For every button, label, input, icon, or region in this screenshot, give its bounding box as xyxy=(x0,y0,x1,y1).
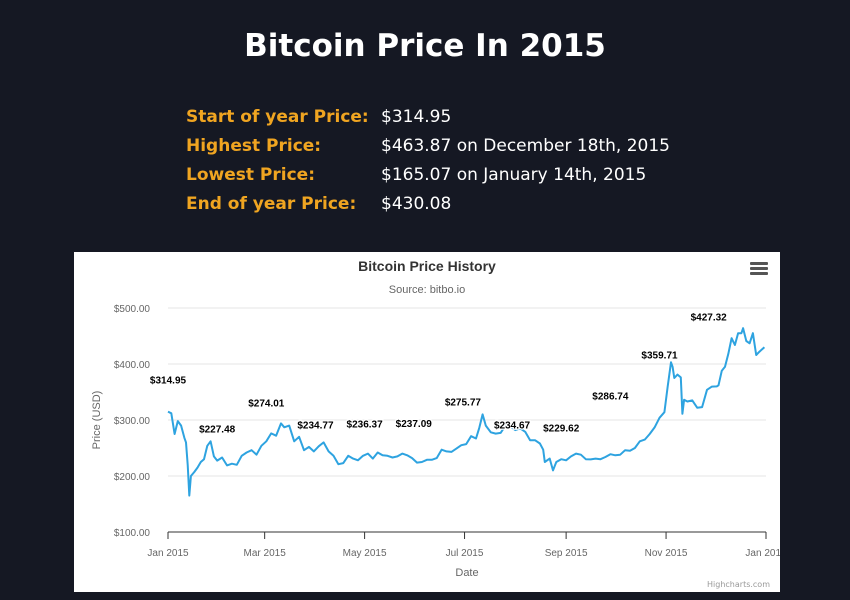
page-title: Bitcoin Price In 2015 xyxy=(244,28,606,64)
x-tick-label: May 2015 xyxy=(343,548,387,559)
data-label: $234.67 xyxy=(494,421,531,432)
data-label: $227.48 xyxy=(199,425,236,436)
stat-row-end: End of year Price: $430.08 xyxy=(186,191,670,220)
stat-value: $314.95 xyxy=(381,107,452,127)
y-tick-label: $500.00 xyxy=(114,304,151,315)
stat-label: End of year Price: xyxy=(186,194,357,214)
data-label: $234.77 xyxy=(297,421,334,432)
menu-bar xyxy=(750,262,768,265)
chart-credits[interactable]: Highcharts.com xyxy=(707,580,770,589)
data-label: $274.01 xyxy=(248,399,285,410)
data-label: $286.74 xyxy=(592,391,629,402)
stat-value: $165.07 on January 14th, 2015 xyxy=(381,165,647,185)
stat-label: Start of year Price: xyxy=(186,107,369,127)
x-tick-label: Jul 2015 xyxy=(446,548,484,559)
data-label: $359.71 xyxy=(641,351,678,362)
x-axis-title: Date xyxy=(455,567,478,579)
chart-title: Bitcoin Price History xyxy=(358,258,496,274)
y-tick-label: $300.00 xyxy=(114,416,151,427)
chart-menu-button[interactable] xyxy=(750,262,768,276)
x-tick-label: Nov 2015 xyxy=(645,548,688,559)
chart-subtitle: Source: bitbo.io xyxy=(389,284,465,296)
data-label: $229.62 xyxy=(543,423,580,434)
price-summary: Start of year Price: $314.95 Highest Pri… xyxy=(186,104,670,220)
data-label: $236.37 xyxy=(347,420,384,431)
x-tick-label: Jan 2015 xyxy=(147,548,189,559)
data-label: $427.32 xyxy=(691,313,728,324)
x-tick-label: Mar 2015 xyxy=(244,548,287,559)
stat-value: $463.87 on December 18th, 2015 xyxy=(381,136,670,156)
data-label: $275.77 xyxy=(445,398,482,409)
menu-bar xyxy=(750,272,768,275)
menu-bar xyxy=(750,267,768,270)
stat-row-highest: Highest Price: $463.87 on December 18th,… xyxy=(186,133,670,162)
y-axis-title: Price (USD) xyxy=(91,391,103,450)
data-label: $237.09 xyxy=(396,419,433,430)
y-tick-label: $400.00 xyxy=(114,360,151,371)
data-label: $314.95 xyxy=(150,376,187,387)
price-line xyxy=(167,327,766,497)
y-tick-label: $100.00 xyxy=(114,528,151,539)
chart-canvas: Bitcoin Price History Source: bitbo.io P… xyxy=(91,258,780,579)
stat-label: Highest Price: xyxy=(186,136,322,156)
x-tick-label: Jan 2016 xyxy=(745,548,780,559)
y-tick-label: $200.00 xyxy=(114,472,151,483)
price-chart: Bitcoin Price History Source: bitbo.io P… xyxy=(74,252,780,592)
stat-row-lowest: Lowest Price: $165.07 on January 14th, 2… xyxy=(186,162,670,191)
x-tick-label: Sep 2015 xyxy=(545,548,588,559)
stat-row-start: Start of year Price: $314.95 xyxy=(186,104,670,133)
stat-label: Lowest Price: xyxy=(186,165,315,185)
stat-value: $430.08 xyxy=(381,194,452,214)
